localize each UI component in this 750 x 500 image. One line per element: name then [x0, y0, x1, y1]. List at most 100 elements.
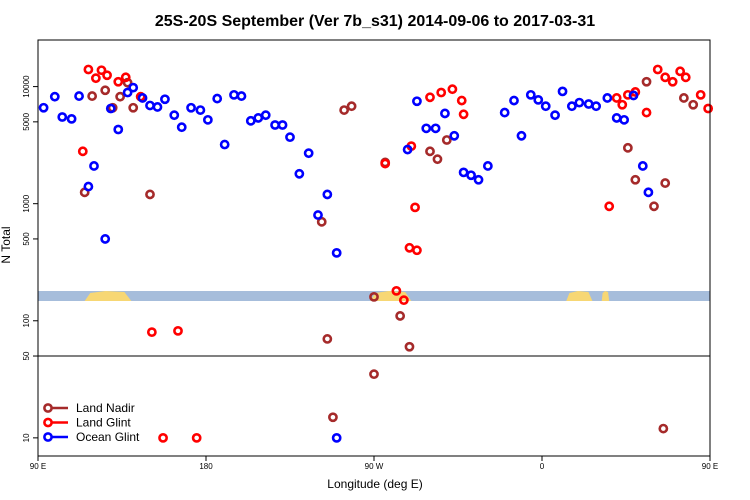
- ocean-glint-point: [49, 91, 60, 102]
- legend-marker-land-glint: [43, 417, 53, 428]
- y-tick-label: 5000: [22, 112, 31, 130]
- legend-label-land-nadir: Land Nadir: [76, 401, 135, 415]
- ocean-glint-point: [202, 114, 213, 125]
- ocean-glint-point: [212, 93, 223, 104]
- ocean-glint-point: [186, 102, 196, 113]
- land-glint-point: [456, 95, 467, 106]
- land-glint-point: [158, 432, 168, 443]
- ocean-glint-point: [550, 110, 560, 121]
- x-tick-label: 180: [199, 462, 213, 471]
- land-glint-point: [412, 245, 422, 256]
- chart-title: 25S-20S September (Ver 7b_s31) 2014-09-0…: [155, 13, 595, 30]
- land-nadir-point: [369, 291, 379, 302]
- ocean-glint-point: [322, 189, 333, 200]
- land-glint-point: [77, 146, 88, 157]
- ocean-glint-point: [285, 132, 295, 143]
- ocean-glint-point: [195, 105, 206, 115]
- ocean-glint-point: [277, 120, 288, 130]
- land-glint-point: [680, 72, 691, 83]
- ocean-glint-point: [122, 87, 133, 98]
- land-nadir-point: [660, 178, 671, 188]
- ocean-glint-point: [540, 101, 551, 112]
- ocean-glint-point: [516, 130, 527, 141]
- legend-marker-land-nadir: [43, 403, 53, 413]
- ocean-glint-point: [74, 91, 84, 101]
- land-nadir-point: [100, 85, 111, 96]
- ocean-glint-point: [145, 100, 155, 111]
- ocean-glint-point: [643, 187, 654, 198]
- ocean-glint-point: [402, 144, 413, 155]
- ocean-glint-point: [313, 210, 323, 220]
- y-axis: 10 50 100 500 1000 5000 10000: [22, 75, 38, 442]
- ocean-glint-point: [412, 96, 422, 107]
- land-glint-point: [652, 64, 663, 75]
- legend-label-ocean-glint: Ocean Glint: [76, 430, 140, 444]
- land-nadir-point: [316, 216, 327, 227]
- land-glint-point: [436, 87, 447, 98]
- x-tick-label: 90 E: [702, 462, 718, 471]
- land-glint-point: [120, 72, 131, 83]
- ocean-glint-point: [440, 108, 450, 119]
- land-glint-point: [96, 65, 107, 76]
- land-glint-point: [404, 242, 415, 253]
- y-tick-label: 1000: [22, 194, 31, 212]
- ocean-glint-point: [591, 101, 602, 112]
- land-nadir-point: [328, 412, 338, 423]
- ocean-glint-point: [294, 168, 305, 179]
- land-glint-point: [617, 99, 628, 110]
- legend-marker-ocean-glint: [43, 432, 53, 442]
- land-glint-point: [695, 89, 706, 100]
- ocean-glint-point: [602, 93, 613, 103]
- land-glint-point: [667, 76, 678, 87]
- land-glint-point: [410, 202, 420, 213]
- ocean-glint-point: [331, 247, 342, 258]
- ocean-glint-point: [176, 122, 187, 133]
- legend-label-land-glint: Land Glint: [76, 416, 131, 430]
- ocean-glint-point: [113, 124, 124, 135]
- land-nadir-point: [649, 201, 659, 212]
- land-glint-point: [391, 285, 402, 296]
- ocean-glint-point: [83, 181, 94, 192]
- ocean-glint-point: [229, 89, 239, 100]
- land-glint-point: [173, 325, 183, 336]
- land-glint-point: [703, 103, 714, 114]
- ocean-glint-point: [628, 90, 639, 101]
- land-nadir-point: [630, 174, 641, 185]
- land-glint-point: [675, 66, 686, 77]
- land-nadir-point: [658, 423, 669, 434]
- ocean-glint-point: [100, 234, 111, 244]
- x-axis: 90 E 180 90 W 0 90 E: [30, 456, 718, 471]
- x-axis-label: Longitude (deg E): [327, 477, 422, 491]
- y-tick-label: 500: [22, 232, 31, 246]
- land-glint-point: [604, 201, 615, 212]
- ocean-glint-point: [566, 101, 577, 112]
- ocean-glint-point: [421, 123, 432, 134]
- ocean-glint-point: [89, 161, 99, 171]
- land-nadir-point: [425, 146, 435, 157]
- land-glint-point: [398, 295, 409, 306]
- land-nadir-point: [346, 101, 357, 112]
- ocean-glint-point: [583, 99, 594, 109]
- ocean-glint-point: [525, 89, 536, 100]
- land-glint-point: [447, 84, 458, 95]
- land-nadir-point: [678, 93, 689, 103]
- ocean-glint-point: [260, 110, 271, 121]
- land-mass: [601, 291, 610, 301]
- x-tick-label: 90 W: [365, 462, 384, 471]
- ocean-glint-point: [637, 161, 648, 171]
- land-glint-point: [425, 92, 435, 103]
- land-nadir-point: [145, 189, 155, 200]
- ocean-glint-point: [57, 112, 68, 122]
- ocean-glint-point: [152, 102, 163, 112]
- ocean-glint-point: [38, 102, 49, 113]
- ocean-glint-point: [473, 174, 484, 185]
- ocean-glint-point: [253, 113, 264, 123]
- ocean-glint-point: [533, 94, 544, 105]
- land-nadir-point: [369, 369, 379, 380]
- land-glint-point: [146, 327, 157, 338]
- ocean-glint-point: [66, 113, 77, 124]
- land-glint-point: [90, 73, 101, 84]
- ocean-glint-point: [557, 86, 568, 97]
- land-mass: [84, 291, 132, 301]
